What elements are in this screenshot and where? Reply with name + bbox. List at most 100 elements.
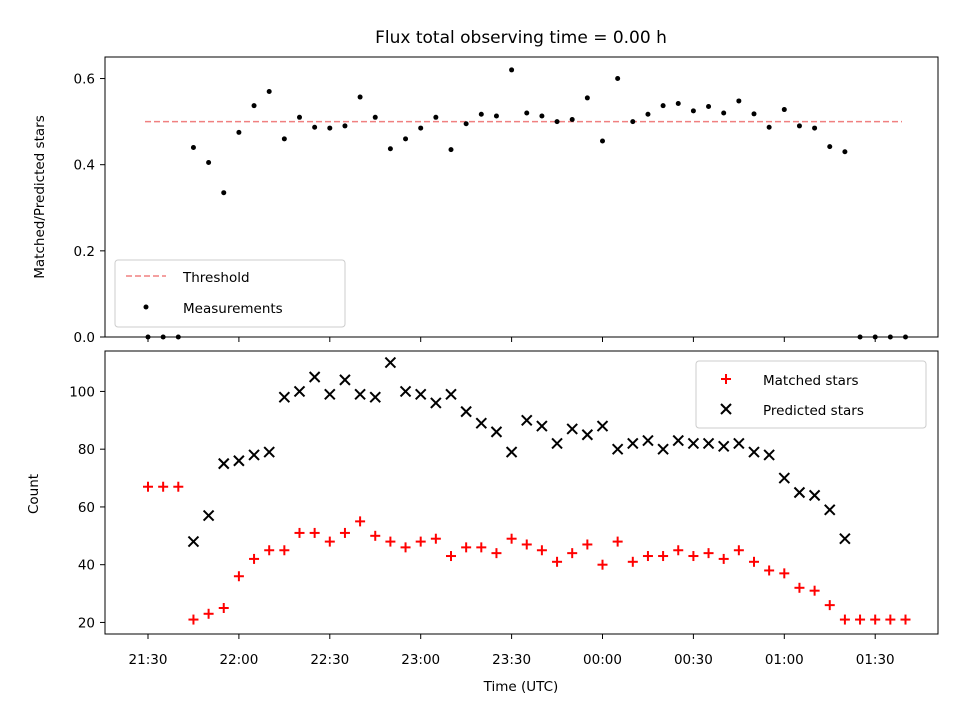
bottom-y-tick-label: 100 xyxy=(69,384,95,400)
matched-star-point xyxy=(718,553,729,564)
legend-threshold-label: Threshold xyxy=(182,270,250,286)
measurement-point xyxy=(675,101,681,107)
predicted-star-point xyxy=(505,446,518,458)
bottom-y-tick-label: 20 xyxy=(78,615,95,631)
bottom-y-tick-label: 40 xyxy=(78,558,95,574)
predicted-star-point xyxy=(354,388,366,401)
predicted-star-point xyxy=(414,388,427,401)
predicted-star-d2 xyxy=(475,417,488,429)
measurement-point xyxy=(766,124,772,130)
measurement-point xyxy=(736,98,742,104)
bottom-x-tick-label: 22:30 xyxy=(310,652,349,668)
measurement-point xyxy=(448,147,454,153)
measurement-point xyxy=(569,116,575,122)
measurement-point xyxy=(297,114,302,120)
predicted-star-d2 xyxy=(627,437,639,450)
top-y-tick-label: 0.6 xyxy=(74,72,95,88)
matched-star-point xyxy=(673,545,684,556)
measurement-point xyxy=(221,190,227,196)
predicted-star-point xyxy=(339,374,351,386)
matched-star-point xyxy=(491,548,502,559)
predicted-star-point xyxy=(687,437,700,450)
measurement-point xyxy=(281,136,287,142)
bottom-axes-frame xyxy=(104,350,939,635)
matched-star-point xyxy=(870,614,881,625)
predicted-star-d2 xyxy=(551,437,563,450)
matched-star-point xyxy=(627,556,638,567)
measurement-point xyxy=(615,76,621,82)
predicted-star-point xyxy=(778,472,791,484)
bottom-x-tick-label: 23:00 xyxy=(401,652,440,668)
predicted-star-d2 xyxy=(324,388,336,401)
legend-predicted-label: Predicted stars xyxy=(763,403,864,419)
predicted-star-d2 xyxy=(369,391,381,403)
predicted-star-point xyxy=(187,535,200,548)
predicted-star-point xyxy=(293,385,306,398)
measurement-point xyxy=(690,108,696,114)
x-axis-label: Time (UTC) xyxy=(483,679,559,695)
bottom-legend: Matched stars Predicted stars xyxy=(695,360,927,429)
predicted-star-d2 xyxy=(702,437,715,450)
predicted-star-d2 xyxy=(248,449,260,461)
top-y-axis: 0.0 0.2 0.4 0.6 xyxy=(74,72,105,346)
predicted-star-d2 xyxy=(308,371,321,383)
measurement-point xyxy=(630,119,636,125)
bottom-plot-area xyxy=(143,356,911,625)
predicted-star-point xyxy=(566,423,578,435)
predicted-star-d2 xyxy=(233,455,245,467)
measurement-point xyxy=(645,111,651,117)
matched-star-point xyxy=(582,539,593,550)
predicted-star-d2 xyxy=(521,414,533,427)
matched-star-point xyxy=(339,527,350,538)
measurement-point xyxy=(418,125,424,131)
predicted-star-d2 xyxy=(717,440,730,453)
matched-star-point xyxy=(552,556,563,567)
matched-star-point xyxy=(446,551,456,562)
predicted-star-d2 xyxy=(384,356,397,369)
predicted-star-point xyxy=(521,414,533,427)
measurement-point xyxy=(190,144,196,150)
matched-star-point xyxy=(809,585,820,596)
predicted-star-d2 xyxy=(187,535,200,548)
top-legend: Threshold Measurements xyxy=(114,259,346,328)
predicted-star-point xyxy=(460,405,472,418)
predicted-star-d2 xyxy=(414,388,427,401)
predicted-star-d2 xyxy=(293,385,306,398)
matched-star-point xyxy=(642,551,653,562)
predicted-star-point xyxy=(551,437,563,450)
measurement-point xyxy=(796,123,802,129)
bottom-y-tick-label: 80 xyxy=(78,442,95,458)
matched-star-point xyxy=(855,614,866,625)
matched-star-point xyxy=(521,539,532,550)
predicted-star-point xyxy=(808,489,821,502)
predicted-star-point xyxy=(763,449,775,461)
matched-star-point xyxy=(658,551,669,562)
bottom-x-tick-label: 23:30 xyxy=(492,652,531,668)
predicted-star-d2 xyxy=(839,532,851,545)
bottom-x-tick-label: 01:30 xyxy=(856,652,895,668)
bottom-x-tick-label: 01:00 xyxy=(765,652,804,668)
matched-star-point xyxy=(264,545,275,556)
predicted-star-point xyxy=(218,457,230,470)
bottom-x-tick-label: 22:00 xyxy=(219,652,258,668)
predicted-star-point xyxy=(278,391,291,403)
measurement-point xyxy=(312,124,318,130)
predicted-star-d2 xyxy=(339,374,351,386)
bottom-x-tick-label: 00:30 xyxy=(674,652,713,668)
bottom-y-axis-label: Count xyxy=(26,474,42,514)
measurement-point xyxy=(357,94,363,100)
predicted-star-d2 xyxy=(430,397,442,409)
predicted-star-point xyxy=(475,417,488,429)
predicted-star-point xyxy=(430,397,442,409)
predicted-star-point xyxy=(202,509,215,522)
matched-star-point xyxy=(415,536,426,547)
matched-star-point xyxy=(309,527,320,538)
matched-star-point xyxy=(567,548,578,559)
measurement-point xyxy=(827,144,833,150)
predicted-star-point xyxy=(702,437,715,450)
measurement-point xyxy=(403,136,409,142)
measurement-point xyxy=(842,149,848,155)
measurement-point xyxy=(660,103,666,109)
matched-star-point xyxy=(839,614,850,625)
